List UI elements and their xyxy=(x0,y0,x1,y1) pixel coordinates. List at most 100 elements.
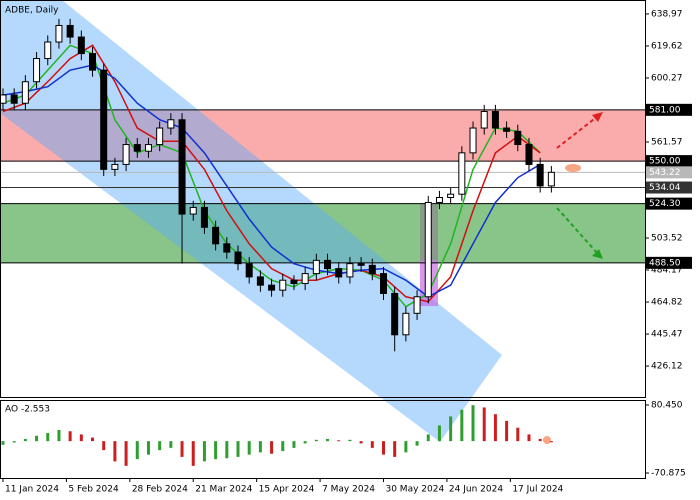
indicator-label: AO -2.553 xyxy=(5,405,50,415)
candle-body xyxy=(279,279,287,291)
ao-bar xyxy=(236,441,240,457)
candle-body xyxy=(413,296,421,314)
level-label-bg xyxy=(646,103,692,116)
candle-body xyxy=(424,201,432,298)
candle-body xyxy=(324,259,332,270)
ao-bar xyxy=(538,438,542,442)
candle-body xyxy=(301,273,309,285)
ao-bar xyxy=(281,441,285,452)
marker xyxy=(565,164,581,172)
candle-body xyxy=(346,263,354,278)
ao-bar xyxy=(113,441,117,462)
ao-bar xyxy=(516,427,520,442)
ao-bar xyxy=(35,435,39,442)
ao-bar xyxy=(449,416,453,442)
ao-bar xyxy=(303,441,307,444)
ao-bar xyxy=(471,405,475,442)
level-label: 581.00 xyxy=(649,105,681,115)
candle-body xyxy=(66,24,74,38)
candle-body xyxy=(77,36,85,55)
y-tick-label: 503.52 xyxy=(651,234,683,244)
ao-bar xyxy=(505,420,509,442)
x-tick-label: 15 Apr 2024 xyxy=(259,485,315,495)
ao-bar xyxy=(91,437,95,442)
candle-body xyxy=(447,193,455,199)
marker xyxy=(543,436,551,444)
level-label: 488.50 xyxy=(649,258,681,268)
candle-body xyxy=(480,110,488,129)
x-tick-label: 11 Jan 2024 xyxy=(5,485,59,495)
candle-body xyxy=(178,119,186,215)
candle-body xyxy=(100,69,108,170)
level-label-bg xyxy=(646,181,692,194)
ao-bar xyxy=(46,433,50,442)
ao-bar xyxy=(370,441,374,448)
ao-bar xyxy=(169,441,173,448)
ao-bar xyxy=(326,438,330,442)
ao-bar xyxy=(292,441,296,448)
candle-body xyxy=(525,144,533,165)
ao-bar xyxy=(102,441,106,451)
candle-body xyxy=(21,81,29,104)
ao-bar xyxy=(79,434,83,442)
ao-bar xyxy=(437,425,441,442)
candle-body xyxy=(223,243,231,253)
x-tick-label: 17 Jul 2024 xyxy=(512,485,563,495)
indicator-tick-label: 80.450 xyxy=(651,401,683,411)
ao-bar xyxy=(191,441,195,466)
candle-body xyxy=(156,127,164,146)
candle-body xyxy=(55,24,63,43)
candle-body xyxy=(189,206,197,215)
candle-body xyxy=(503,127,511,132)
level-label: 550.00 xyxy=(649,157,681,167)
candle-body xyxy=(312,259,320,275)
candle-body xyxy=(547,171,555,187)
ao-bar xyxy=(124,441,128,466)
candle-body xyxy=(89,53,97,71)
candle-body xyxy=(379,273,387,294)
ao-bar xyxy=(270,441,274,454)
ao-bar xyxy=(135,441,139,460)
zone xyxy=(0,109,645,162)
ao-bar xyxy=(460,409,464,442)
candle-body xyxy=(268,284,276,291)
ao-bar xyxy=(1,441,5,445)
candle-body xyxy=(402,312,410,336)
ao-bar xyxy=(314,439,318,442)
candle-body xyxy=(368,264,376,275)
candle-body xyxy=(491,110,499,129)
ao-bar xyxy=(348,439,352,442)
y-tick-label: 426.12 xyxy=(651,362,683,372)
candle-body xyxy=(391,292,399,336)
ao-bar xyxy=(415,441,419,446)
level-label: 543.22 xyxy=(649,168,681,178)
x-tick-label: 24 Jun 2024 xyxy=(449,485,503,495)
x-tick-label: 7 May 2024 xyxy=(322,485,375,495)
level-label-bg xyxy=(646,166,692,179)
zone xyxy=(0,203,645,263)
ao-bar xyxy=(180,441,184,457)
y-tick-label: 561.57 xyxy=(651,137,683,147)
ao-bar xyxy=(359,441,363,444)
main-frame xyxy=(0,0,646,398)
candle-body xyxy=(435,197,443,203)
level-label: 524.30 xyxy=(649,199,681,209)
y-tick-label: 638.97 xyxy=(651,9,683,19)
candle-body xyxy=(200,206,208,228)
ao-bar xyxy=(57,429,61,442)
ao-bar xyxy=(12,441,16,443)
candle-body xyxy=(514,130,522,146)
zones xyxy=(0,109,645,263)
candle-body xyxy=(167,119,175,129)
ao-bar xyxy=(23,438,27,442)
level-label-bg xyxy=(646,256,692,269)
indicator-tick-label: -70.875 xyxy=(651,469,686,479)
ao-bar xyxy=(337,440,341,442)
y-tick-label: 464.82 xyxy=(651,298,683,308)
ao-bar xyxy=(202,441,206,462)
candle-body xyxy=(256,276,264,286)
candle-body xyxy=(33,58,41,83)
indicator-frame xyxy=(0,400,646,479)
candle-body xyxy=(357,263,365,266)
